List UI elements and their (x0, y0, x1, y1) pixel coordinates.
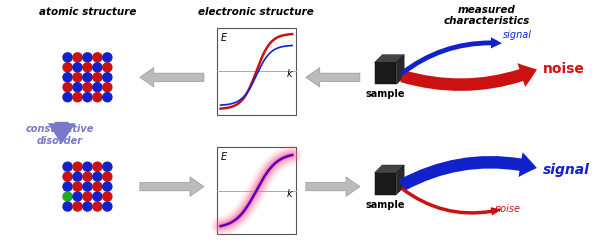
FancyBboxPatch shape (217, 28, 296, 116)
Polygon shape (374, 166, 404, 173)
Text: atomic structure: atomic structure (39, 7, 136, 17)
Text: sample: sample (366, 89, 405, 99)
Circle shape (93, 192, 102, 201)
Circle shape (83, 93, 92, 102)
Circle shape (63, 192, 72, 201)
Circle shape (103, 54, 112, 63)
Text: E: E (221, 32, 227, 42)
Polygon shape (374, 56, 404, 63)
Text: k: k (287, 69, 292, 79)
Circle shape (63, 182, 72, 192)
Circle shape (73, 202, 82, 211)
Circle shape (63, 202, 72, 211)
Circle shape (103, 172, 112, 182)
Circle shape (103, 93, 112, 102)
Circle shape (93, 182, 102, 192)
Text: noise: noise (542, 62, 584, 76)
Polygon shape (397, 166, 404, 195)
Circle shape (73, 93, 82, 102)
Circle shape (103, 64, 112, 73)
Circle shape (73, 162, 82, 172)
Circle shape (73, 74, 82, 82)
Circle shape (83, 162, 92, 172)
Text: noise: noise (495, 204, 521, 214)
Circle shape (73, 172, 82, 182)
Circle shape (93, 93, 102, 102)
Circle shape (83, 202, 92, 211)
Circle shape (103, 182, 112, 192)
Circle shape (63, 64, 72, 73)
Circle shape (63, 83, 72, 92)
Circle shape (83, 192, 92, 201)
Polygon shape (374, 63, 397, 85)
Circle shape (103, 192, 112, 201)
Text: E: E (221, 151, 227, 161)
Polygon shape (397, 56, 404, 85)
Circle shape (63, 93, 72, 102)
Circle shape (93, 74, 102, 82)
Circle shape (93, 64, 102, 73)
Circle shape (63, 162, 72, 172)
Circle shape (93, 83, 102, 92)
Circle shape (83, 74, 92, 82)
Circle shape (73, 83, 82, 92)
Circle shape (63, 74, 72, 82)
Circle shape (83, 54, 92, 63)
Circle shape (93, 202, 102, 211)
Circle shape (73, 54, 82, 63)
Circle shape (93, 54, 102, 63)
Circle shape (63, 54, 72, 63)
Circle shape (103, 74, 112, 82)
Circle shape (93, 162, 102, 172)
Text: signal: signal (503, 30, 532, 40)
Circle shape (83, 83, 92, 92)
Text: constructive
disorder: constructive disorder (25, 124, 94, 145)
Text: k: k (287, 188, 292, 198)
Circle shape (103, 202, 112, 211)
Text: sample: sample (366, 199, 405, 209)
Circle shape (73, 64, 82, 73)
Polygon shape (374, 173, 397, 195)
Circle shape (63, 172, 72, 182)
Text: measured
characteristics: measured characteristics (444, 5, 530, 26)
Circle shape (83, 172, 92, 182)
Circle shape (73, 192, 82, 201)
Text: signal: signal (542, 162, 589, 176)
FancyBboxPatch shape (217, 147, 296, 234)
Circle shape (93, 172, 102, 182)
Circle shape (83, 182, 92, 192)
Text: electronic structure: electronic structure (199, 7, 314, 17)
Circle shape (103, 162, 112, 172)
Circle shape (83, 64, 92, 73)
Circle shape (103, 83, 112, 92)
Circle shape (73, 182, 82, 192)
